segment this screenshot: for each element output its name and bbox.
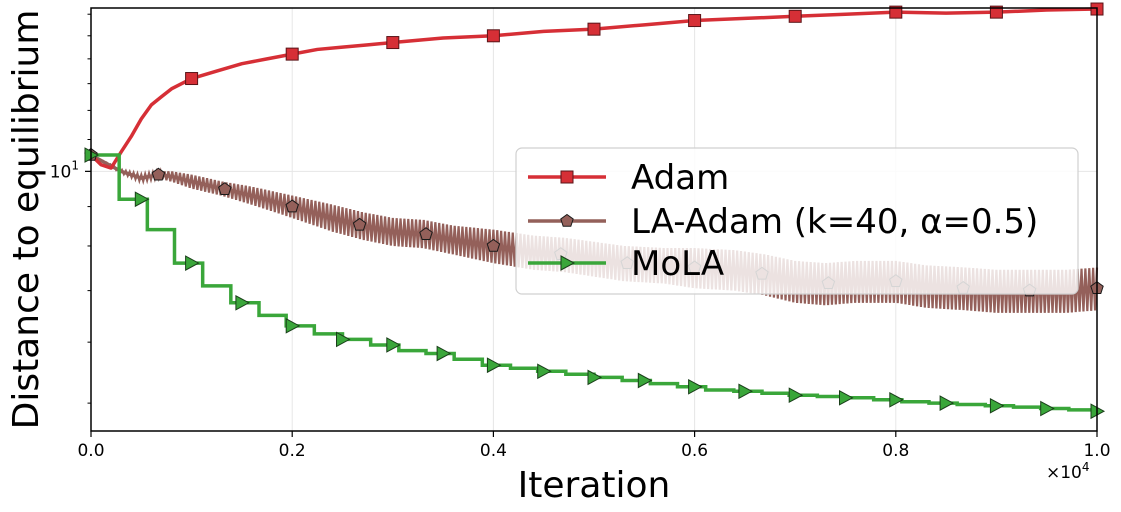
mola-marker-12 (688, 378, 703, 395)
la-adam-marker-6 (486, 238, 501, 252)
mola-marker-6 (386, 337, 401, 353)
mola-marker-9 (537, 363, 552, 380)
x-scale-multiplier: ×104 (1046, 460, 1090, 483)
y-tick-label-major: 101 (50, 158, 79, 182)
x-tick-label-5: 1.0 (1083, 441, 1110, 461)
la-adam-marker-1 (151, 167, 166, 181)
x-scale-multiplier-exponent: 4 (1082, 460, 1090, 474)
legend-marker-adam (560, 170, 574, 184)
la-adam-marker-3 (285, 199, 299, 213)
adam-marker-8 (989, 5, 1003, 19)
y-tick-label-exponent: 1 (71, 158, 79, 172)
mola-marker-1 (134, 191, 150, 208)
adam-marker-5 (688, 14, 702, 28)
la-adam-marker-2 (218, 182, 232, 195)
x-tick-label-0: 0.0 (77, 441, 104, 461)
la-adam-marker-4 (352, 217, 367, 231)
mola-marker-4 (285, 318, 301, 334)
series-layer (84, 2, 1106, 420)
x-scale-multiplier-base: ×10 (1046, 463, 1082, 483)
mola-marker-14 (788, 387, 804, 404)
mola-marker-19 (1040, 400, 1055, 417)
mola-marker-11 (637, 372, 653, 389)
y-axis-label: Distance to equilibrium (6, 10, 47, 430)
adam-marker-7 (889, 5, 903, 19)
mola-marker-5 (336, 331, 351, 348)
x-axis-label: Iteration (518, 465, 671, 506)
adam-marker-0 (185, 72, 199, 86)
mola-marker-17 (939, 395, 955, 411)
legend-label-mola: MoLA (631, 244, 724, 284)
x-tick-label-3: 0.6 (681, 441, 708, 461)
x-tick-label-4: 0.8 (882, 441, 909, 461)
mola-marker-18 (989, 397, 1005, 414)
legend-marker-mola (560, 255, 576, 271)
mola-marker-8 (486, 357, 502, 374)
legend-marker-la-adam (560, 213, 574, 227)
adam-marker-2 (386, 36, 400, 50)
mola-marker-16 (889, 391, 904, 408)
adam-marker-3 (486, 29, 500, 43)
axes: 0.0 0.2 0.4 0.6 0.8 1.0 101 (50, 7, 1111, 461)
adam-marker-1 (285, 47, 299, 61)
adam-marker-6 (788, 9, 802, 23)
mola-marker-3 (235, 294, 250, 311)
adam-marker-4 (587, 22, 601, 36)
legend-box (515, 147, 1079, 295)
la-adam-marker-5 (419, 227, 433, 241)
plot-frame (90, 7, 1098, 432)
series-adam-line (89, 7, 1098, 170)
mola-marker-2 (185, 255, 200, 271)
mola-marker-7 (436, 345, 452, 362)
legend-label-adam: Adam (631, 158, 729, 198)
x-tick-label-2: 0.4 (480, 441, 507, 461)
mola-marker-10 (587, 369, 603, 386)
y-tick-label-base: 10 (50, 162, 72, 182)
legend: Adam LA-Adam (k=40, α=0.5) MoLA (515, 147, 1079, 295)
mola-marker-13 (738, 383, 753, 400)
x-tick-label-1: 0.2 (279, 441, 306, 461)
legend-label-la-adam: LA-Adam (k=40, α=0.5) (631, 202, 1038, 242)
mola-marker-15 (839, 389, 854, 406)
